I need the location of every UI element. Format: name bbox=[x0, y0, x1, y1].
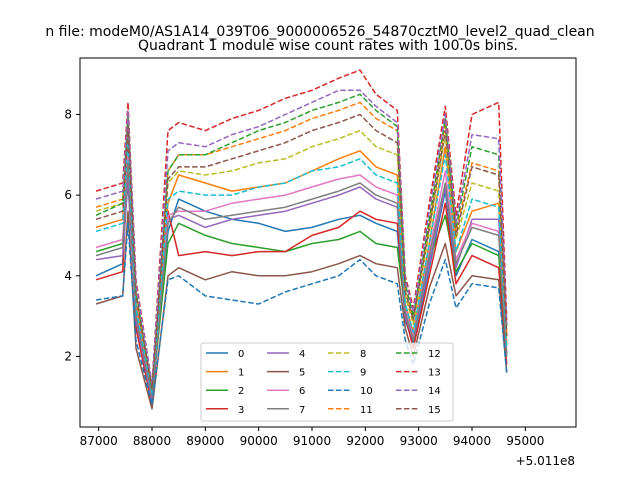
legend-label-10: 10 bbox=[360, 386, 373, 397]
legend-label-15: 15 bbox=[428, 405, 441, 416]
x-tick-label: 87000 bbox=[80, 434, 118, 448]
series-line-9 bbox=[95, 137, 508, 394]
y-tick-label: 8 bbox=[64, 107, 72, 121]
x-tick-label: 91000 bbox=[293, 434, 331, 448]
legend-label-4: 4 bbox=[299, 349, 305, 360]
y-axis: 2 4 6 8 bbox=[64, 107, 80, 363]
x-tick-label: 92000 bbox=[346, 434, 384, 448]
y-tick-label: 2 bbox=[64, 349, 72, 363]
legend-label-7: 7 bbox=[299, 405, 305, 416]
x-tick-label: 89000 bbox=[186, 434, 224, 448]
series-line-7 bbox=[95, 162, 508, 398]
legend-label-3: 3 bbox=[238, 405, 244, 416]
y-tick-label: 4 bbox=[64, 269, 72, 283]
x-offset-label: +5.011e8 bbox=[516, 454, 575, 468]
series-line-10 bbox=[95, 222, 508, 406]
legend-label-1: 1 bbox=[238, 368, 244, 379]
x-tick-label: 94000 bbox=[453, 434, 491, 448]
series-line-14 bbox=[95, 89, 508, 386]
y-tick-label: 6 bbox=[64, 188, 72, 202]
series-line-5 bbox=[95, 210, 508, 410]
chart-title: Quadrant 1 module wise count rates with … bbox=[138, 38, 518, 54]
legend-label-6: 6 bbox=[299, 386, 305, 397]
legend-label-2: 2 bbox=[238, 386, 244, 397]
legend-label-8: 8 bbox=[360, 349, 366, 360]
x-tick-label: 90000 bbox=[240, 434, 278, 448]
legend-label-0: 0 bbox=[238, 349, 244, 360]
legend-label-11: 11 bbox=[360, 405, 373, 416]
legend-box bbox=[200, 342, 454, 422]
x-tick-label: 88000 bbox=[133, 434, 171, 448]
series-line-15 bbox=[95, 113, 508, 390]
legend-label-13: 13 bbox=[428, 368, 441, 379]
x-tick-label: 93000 bbox=[400, 434, 438, 448]
plot-frame bbox=[79, 57, 577, 428]
series-layer bbox=[95, 69, 508, 410]
legend-label-9: 9 bbox=[360, 368, 366, 379]
legend-label-14: 14 bbox=[428, 386, 441, 397]
legend-label-5: 5 bbox=[299, 368, 305, 379]
chart-suptitle: n file: modeM0/AS1A14_039T06_9000006526_… bbox=[45, 24, 594, 40]
x-axis: 87000 88000 89000 90000 91000 92000 93000 94000… bbox=[80, 427, 544, 448]
legend-label-12: 12 bbox=[428, 349, 441, 360]
x-tick-label: 95000 bbox=[506, 434, 544, 448]
